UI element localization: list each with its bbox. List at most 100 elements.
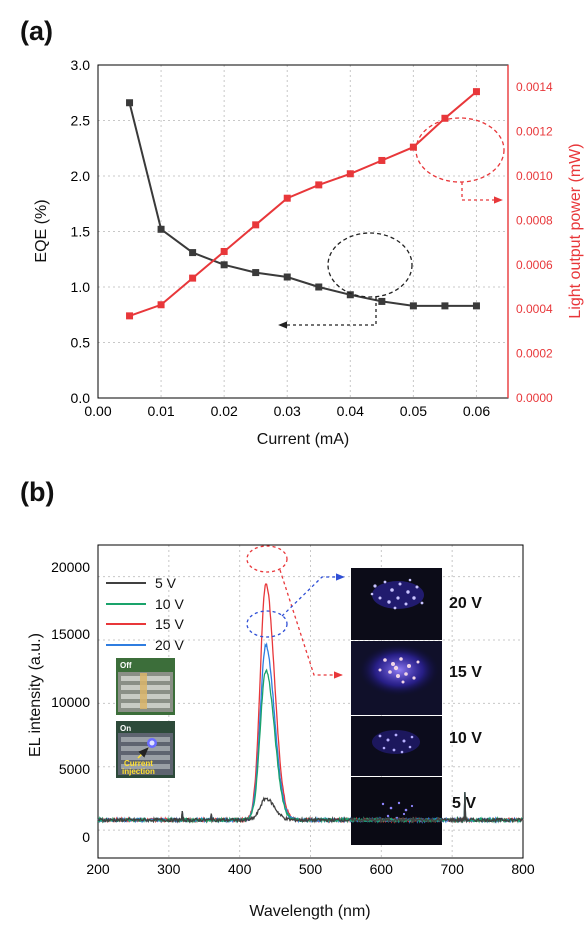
legend-label-10v: 10 V: [155, 596, 184, 612]
chart-b-y-ticks: 0 5000 10000 15000 20000: [51, 559, 90, 845]
emission-photo-20v: [351, 568, 442, 640]
inset-on-label: On: [120, 724, 131, 733]
chart-a-xtick-label: 0.03: [274, 403, 301, 419]
emission-photo-15v: [351, 641, 442, 715]
inset-current-injection-label-2: injection: [122, 767, 155, 776]
chart-b-ylabel: EL intensity (a.u.): [27, 633, 44, 757]
legend-label-15v: 15 V: [155, 616, 184, 632]
eqe-series-marker: [189, 249, 197, 257]
eqe-series-marker: [472, 302, 480, 310]
peak-20v-arrow-annotation: [281, 573, 345, 617]
eqe-series-marker: [441, 302, 449, 310]
eqe-series-marker: [346, 291, 354, 299]
power-series-marker: [157, 301, 165, 309]
chart-a-xlabel: Current (mA): [257, 431, 349, 448]
peak-20v-circle-annotation: [246, 610, 288, 638]
eqe-series-marker: [409, 302, 417, 310]
peak-15v-circle-annotation: [246, 545, 288, 573]
chart-b-ytick-label: 0: [82, 829, 90, 845]
eqe-series-marker: [220, 261, 228, 269]
eqe-series-marker: [126, 99, 134, 107]
chart-a-ylabel-right: Light output power (mW): [567, 143, 584, 318]
power-series-line: [129, 90, 478, 317]
inset-device-on-photo: On Current injection: [116, 721, 175, 778]
eqe-circle-annotation: [327, 232, 413, 298]
chart-a-xtick-label: 0.01: [147, 403, 174, 419]
chart-a-right-tick-label: 0.0008: [516, 213, 553, 227]
legend-label-20v: 20 V: [155, 637, 184, 653]
emission-label-10v: 10 V: [449, 730, 482, 747]
power-series-marker: [378, 156, 386, 164]
chart-a-ytick-label: 3.0: [71, 57, 91, 73]
inset-device-off-photo: Off: [116, 658, 175, 715]
chart-b-ytick-label: 20000: [51, 559, 90, 575]
chart-a-ytick-label: 2.0: [71, 168, 91, 184]
chart-b-xlabel: Wavelength (nm): [249, 903, 370, 920]
chart-a-right-ticks: 0.0000 0.0002 0.0004 0.0006 0.0008 0.001…: [516, 80, 553, 405]
inset-current-injection-label: Current: [124, 759, 153, 768]
chart-b-xtick-label: 700: [441, 861, 465, 877]
chart-b-xtick-label: 800: [511, 861, 535, 877]
eqe-series-line: [128, 102, 477, 307]
chart-a-ytick-label: 0.5: [71, 335, 91, 351]
panel-b-label: (b): [20, 477, 54, 507]
chart-a-x-ticks: 0.00 0.01 0.02 0.03 0.04 0.05 0.06: [84, 403, 490, 419]
chart-b-ytick-label: 10000: [51, 694, 90, 710]
power-series-marker: [220, 247, 228, 255]
eqe-series-marker: [315, 283, 323, 291]
emission-photo-10v: [351, 716, 442, 776]
power-series-marker: [441, 114, 449, 122]
power-circle-annotation: [415, 117, 505, 183]
chart-a-xtick-label: 0.05: [400, 403, 427, 419]
power-series-marker: [252, 221, 260, 229]
chart-b-ytick-label: 5000: [59, 761, 90, 777]
chart-a-right-tick-label: 0.0010: [516, 169, 553, 183]
chart-a-xtick-label: 0.04: [337, 403, 364, 419]
chart-a-ytick-label: 2.5: [71, 113, 91, 129]
chart-b-xtick-label: 600: [370, 861, 394, 877]
legend-label-5v: 5 V: [155, 575, 177, 591]
chart-b-frame: [97, 544, 524, 859]
chart-a-right-tick-label: 0.0000: [516, 391, 553, 405]
emission-label-20v: 20 V: [449, 595, 482, 612]
chart-a-right-tick-label: 0.0002: [516, 347, 553, 361]
power-series-marker: [126, 312, 134, 320]
chart-a-right-tick-label: 0.0006: [516, 258, 553, 272]
eqe-series-marker: [157, 225, 165, 233]
chart-a-y-ticks: 0.0 0.5 1.0 1.5 2.0 2.5 3.0: [71, 57, 91, 406]
eqe-series-marker: [378, 297, 386, 305]
panel-a-label: (a): [20, 16, 53, 46]
chart-b-ytick-label: 15000: [51, 626, 90, 642]
chart-a-ytick-label: 1.0: [71, 279, 91, 295]
chart-a-ytick-label: 0.0: [71, 390, 91, 406]
power-series-marker: [409, 143, 417, 151]
chart-a-right-tick-label: 0.0014: [516, 80, 553, 94]
power-series-marker: [189, 274, 197, 282]
chart-b-series: [97, 583, 524, 825]
chart-b-xtick-label: 200: [86, 861, 110, 877]
power-series-marker: [346, 170, 354, 178]
chart-b-xtick-label: 400: [228, 861, 252, 877]
inset-off-label: Off: [120, 661, 132, 670]
power-series-marker: [315, 181, 323, 189]
chart-a-ylabel: EQE (%): [33, 199, 50, 262]
chart-b-xtick-label: 300: [157, 861, 181, 877]
spectrum-5v-line: [97, 792, 524, 824]
eqe-series-marker: [283, 273, 291, 281]
chart-a-right-tick-label: 0.0004: [516, 302, 553, 316]
chart-a-right-tick-label: 0.0012: [516, 125, 553, 139]
power-series-marker: [472, 88, 480, 96]
chart-a-xtick-label: 0.06: [463, 403, 490, 419]
chart-a-series: [126, 88, 480, 320]
chart-b-axes-box: [97, 544, 524, 859]
peak-15v-arrow-annotation: [279, 569, 343, 679]
chart-b-x-ticks: 200 300 400 500 600 700 800: [86, 861, 535, 877]
chart-a-xtick-label: 0.00: [84, 403, 111, 419]
chart-a-xtick-label: 0.02: [211, 403, 238, 419]
chart-b-xtick-label: 500: [299, 861, 323, 877]
chart-a-gridlines: [98, 65, 508, 398]
power-arrow-annotation: [461, 182, 503, 204]
emission-label-15v: 15 V: [449, 664, 482, 681]
chart-b-legend: 5 V 10 V 15 V 20 V: [106, 575, 184, 653]
